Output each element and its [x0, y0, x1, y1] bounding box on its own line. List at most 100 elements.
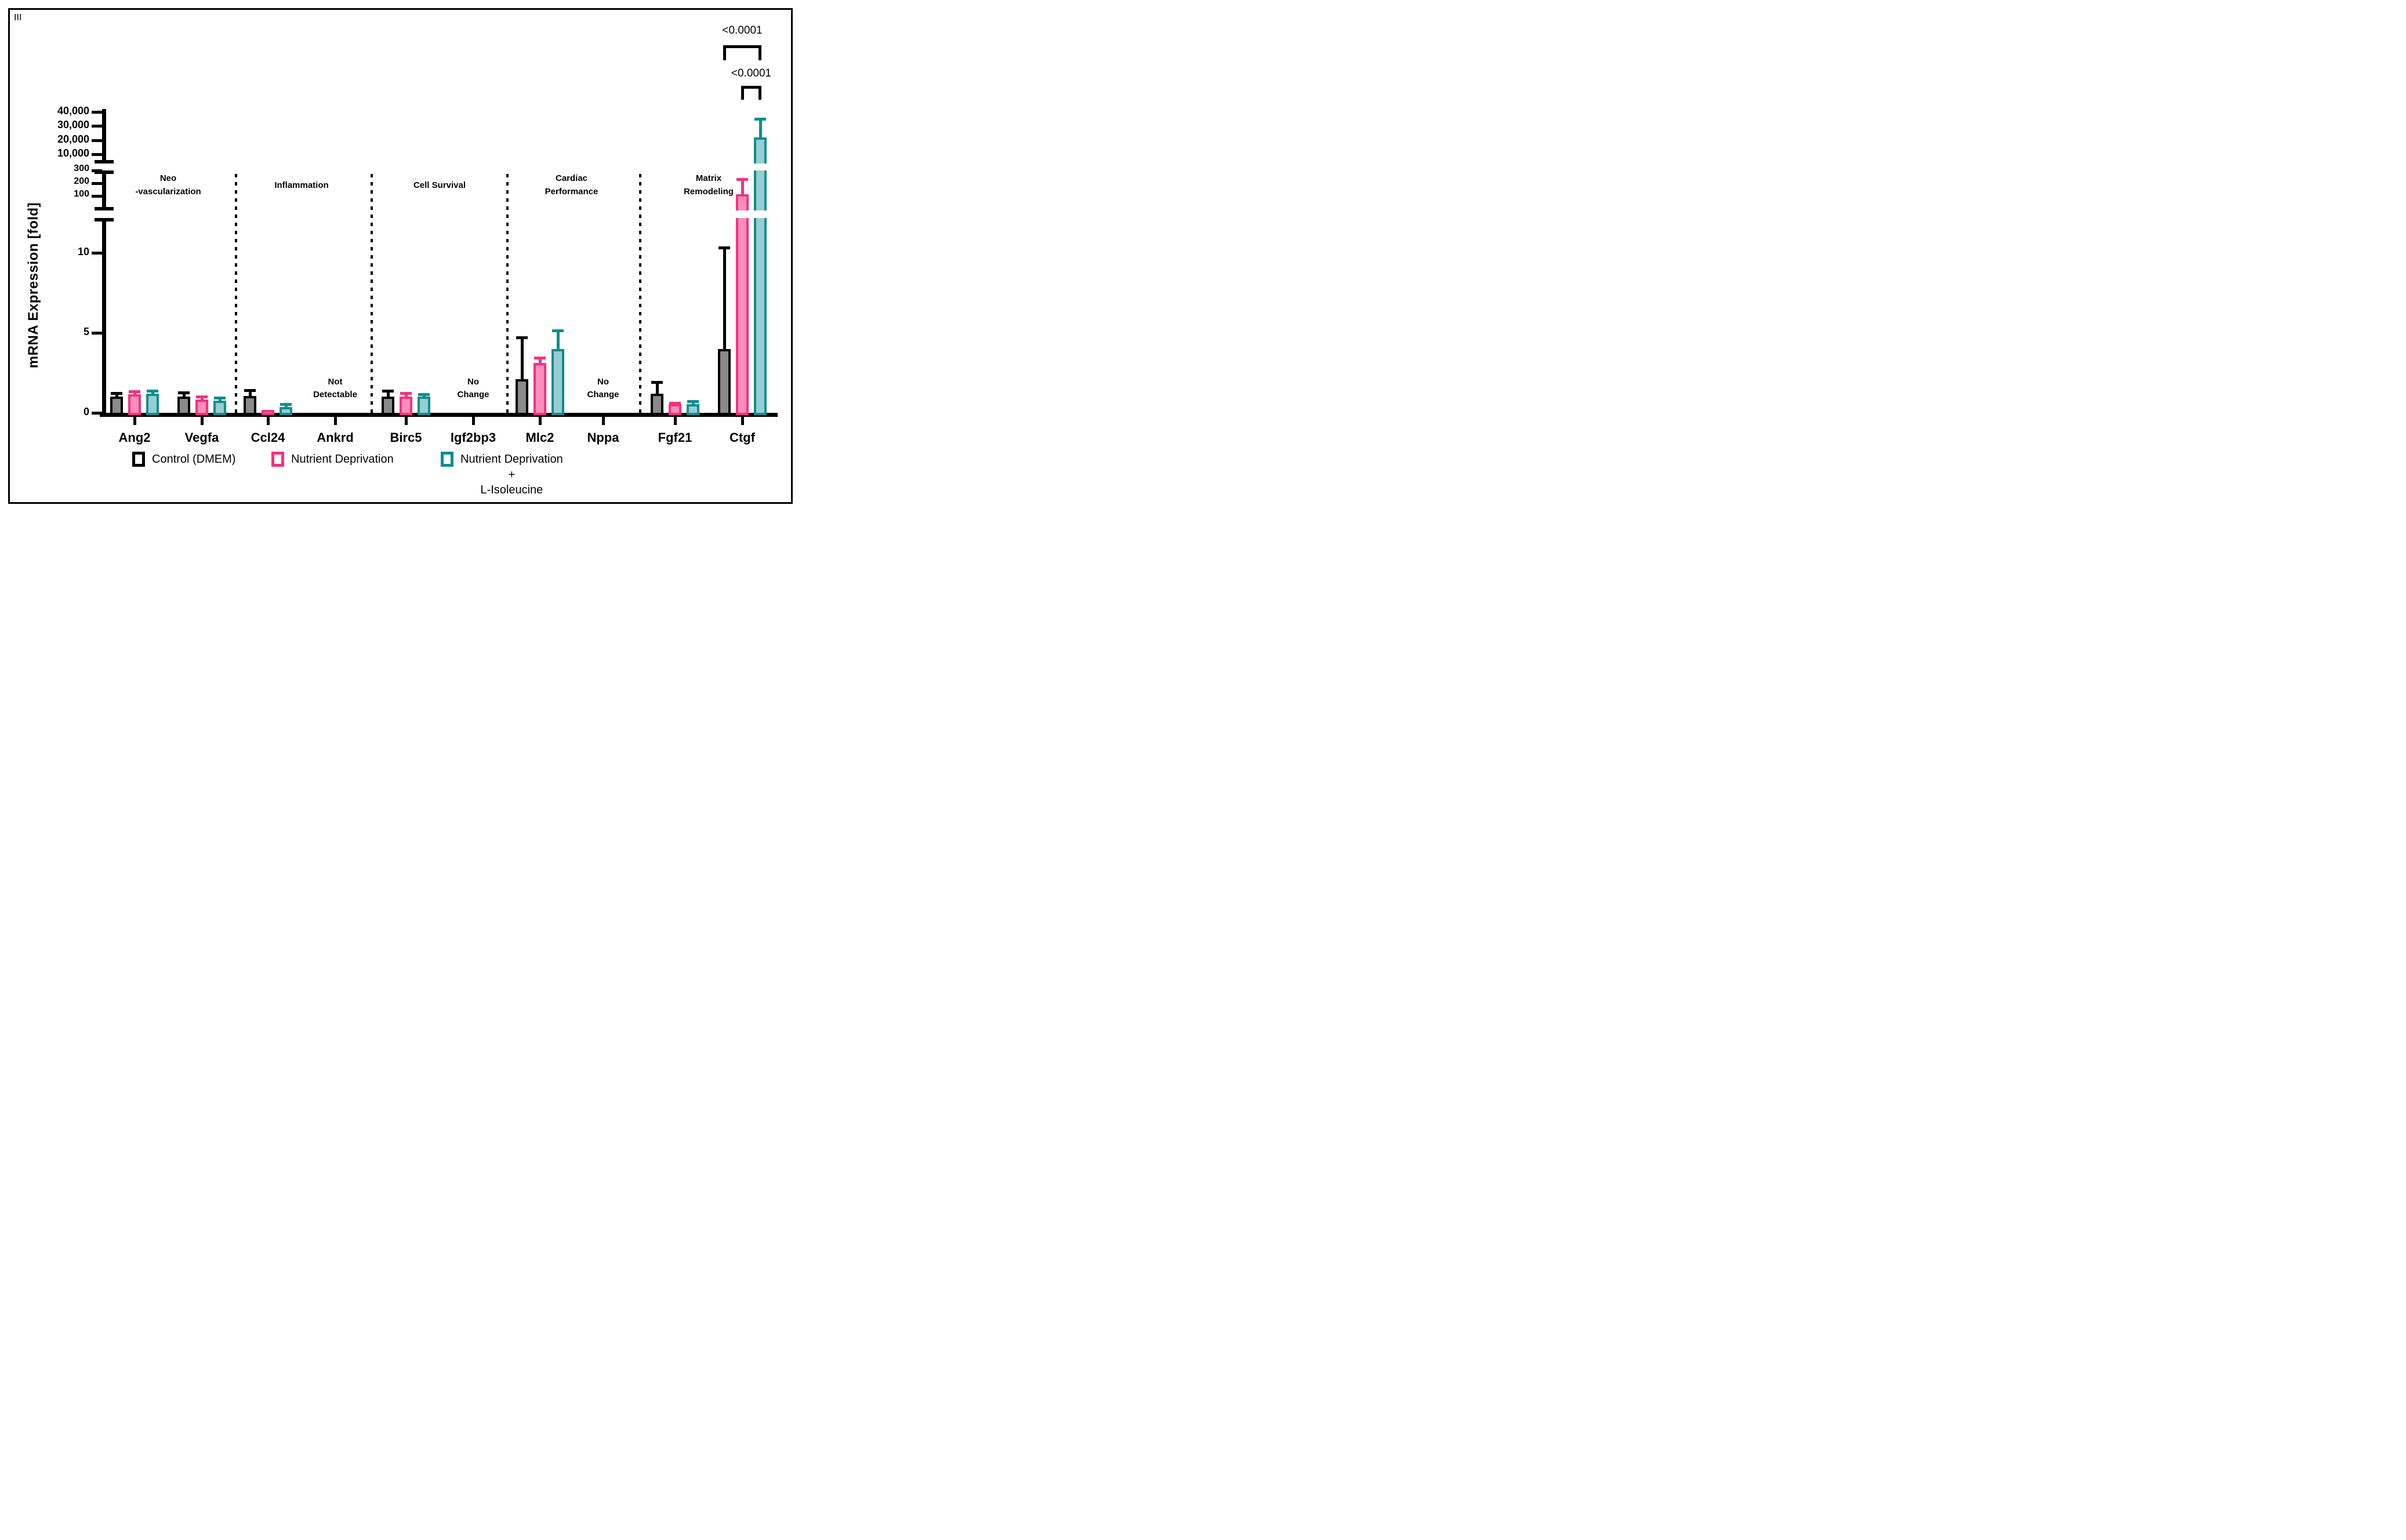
gene-label: Ccl24 [251, 430, 285, 445]
error-bar-stem [723, 246, 726, 350]
figure: III mRNA Expression [fold] Neo -vasculari… [0, 0, 802, 513]
error-bar-cap [244, 388, 256, 392]
significance-label: <0.0001 [722, 24, 763, 37]
y-axis-tick-label: 30,000 [57, 119, 89, 131]
error-bar-cap [736, 178, 748, 181]
error-bar-cap [718, 246, 730, 249]
bar [718, 348, 731, 415]
legend-item: Control (DMEM) [132, 451, 235, 467]
error-bar-stem [183, 391, 186, 398]
y-axis-tick-label: 10 [77, 246, 89, 257]
bar [177, 397, 190, 415]
gene-label: Birc5 [390, 430, 422, 445]
significance-bracket-leg [759, 45, 761, 60]
y-axis-tick [92, 169, 102, 172]
bar [669, 404, 681, 415]
error-bar-cap [687, 399, 699, 403]
error-bar-cap [280, 403, 292, 406]
bar [651, 393, 663, 415]
significance-bracket [741, 86, 761, 89]
bar [262, 410, 274, 415]
category-separator [371, 174, 373, 413]
gene-label: Nppa [587, 430, 619, 445]
y-axis-tick [92, 125, 102, 128]
category-label: Cell Survival [413, 180, 466, 190]
bar [754, 137, 767, 415]
legend-item: Nutrient Deprivation [271, 451, 394, 467]
error-bar-stem [557, 329, 560, 350]
y-axis-spine [102, 170, 106, 210]
x-axis-line [100, 413, 778, 417]
category-label: Matrix Remodeling [684, 173, 734, 197]
bar [195, 399, 208, 415]
annotation: No Change [587, 377, 619, 399]
significance-bracket [723, 45, 761, 48]
category-separator [506, 174, 509, 413]
bar [400, 397, 412, 415]
error-bar-stem [387, 389, 390, 398]
significance-label: <0.0001 [731, 67, 772, 79]
y-axis-tick [92, 153, 102, 156]
error-bar-cap [214, 397, 226, 400]
gene-label: Fgf21 [658, 430, 692, 445]
gene-label: Ctgf [730, 430, 755, 445]
significance-bracket-leg [741, 86, 744, 100]
error-bar-cap [552, 329, 564, 333]
y-axis-tick-label: 5 [83, 326, 89, 337]
gene-label: Ankrd [317, 430, 354, 445]
gene-label: Mlc2 [525, 430, 554, 445]
bar-break-gap [753, 210, 768, 218]
error-bar-cap [754, 117, 766, 121]
bar [382, 397, 394, 415]
bar-break-gap [735, 210, 750, 218]
error-bar-cap [669, 401, 681, 405]
gene-tick [405, 417, 408, 425]
gene-tick [674, 417, 677, 425]
error-bar-stem [249, 388, 252, 397]
category-label: Neo -vascularization [135, 173, 201, 197]
annotation: No Change [457, 377, 489, 399]
category-separator [235, 174, 237, 413]
gene-tick [334, 417, 337, 425]
bar [280, 407, 292, 415]
bar [418, 397, 430, 415]
error-bar-cap [516, 336, 528, 339]
bar [687, 404, 699, 415]
legend-label: Nutrient Deprivation [291, 453, 394, 466]
gene-label: Vegfa [184, 430, 219, 445]
bar [110, 397, 123, 415]
legend-label: Nutrient Deprivation + L-Isoleucine [460, 453, 563, 496]
category-separator [639, 174, 641, 413]
bar [213, 401, 226, 415]
panel-label: III [14, 13, 22, 23]
error-bar-stem [405, 392, 408, 398]
bar [128, 394, 141, 415]
y-axis-tick-label: 300 [74, 164, 89, 173]
error-bar-cap [651, 380, 663, 384]
annotation: Not Detectable [313, 377, 357, 399]
y-axis-tick-label: 40,000 [57, 105, 89, 117]
bar [146, 393, 159, 415]
y-axis-title: mRNA Expression [fold] [26, 202, 41, 369]
axis-break-marker [95, 160, 114, 164]
error-bar-stem [759, 117, 762, 139]
error-bar-stem [741, 178, 744, 195]
y-axis-tick-label: 200 [74, 176, 89, 186]
error-bar-stem [539, 357, 542, 365]
bar-break-gap [753, 164, 768, 170]
error-bar-cap [382, 389, 394, 393]
y-axis-tick [92, 252, 102, 255]
bar [244, 396, 256, 415]
y-axis-tick [92, 139, 102, 142]
bar [516, 379, 528, 415]
y-axis-tick [92, 182, 102, 185]
error-bar-cap [400, 392, 412, 395]
error-bar-cap [111, 392, 122, 395]
significance-bracket-leg [759, 86, 761, 100]
gene-tick [133, 417, 136, 425]
error-bar-cap [196, 395, 208, 398]
y-axis-tick [92, 111, 102, 114]
y-axis-tick [92, 195, 102, 198]
error-bar-cap [534, 357, 546, 360]
gene-tick [539, 417, 542, 425]
